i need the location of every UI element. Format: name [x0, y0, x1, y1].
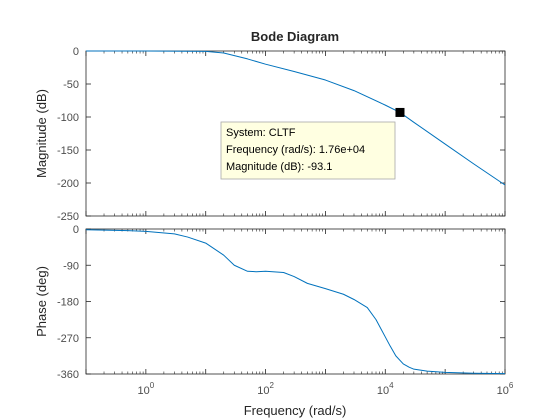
datatip-line: System: CLTF: [226, 127, 296, 139]
datatip-line: Frequency (rad/s): 1.76e+04: [226, 144, 365, 156]
x-tick-exponent: 6: [509, 381, 514, 390]
x-tick-base: 10: [257, 385, 269, 397]
datatip-line: Magnitude (dB): -93.1: [226, 161, 332, 173]
x-tick-label: 104: [377, 381, 394, 397]
phase-series-line[interactable]: [85, 229, 506, 375]
phase-y-tick-label: -360: [57, 369, 79, 381]
x-tick-label: 102: [257, 381, 274, 397]
magnitude-y-tick-label: -200: [57, 178, 79, 190]
phase-y-tick-label: -180: [57, 297, 79, 309]
magnitude-series-line[interactable]: [86, 50, 506, 186]
magnitude-y-tick-label: -250: [57, 211, 79, 223]
frequency-x-axis: 100 102 104 106: [138, 381, 514, 397]
magnitude-y-tick-label: 0: [73, 46, 79, 58]
phase-y-tick-label: -90: [63, 260, 79, 272]
x-tick-label: 100: [138, 381, 155, 397]
datatip[interactable]: System: CLTF Frequency (rad/s): 1.76e+04 M…: [220, 107, 405, 180]
phase-y-tick-label: -270: [57, 333, 79, 345]
x-tick-base: 10: [138, 385, 150, 397]
magnitude-y-axis-label: Magnitude (dB): [34, 89, 49, 178]
magnitude-y-tick-label: -100: [57, 112, 79, 124]
magnitude-y-tick-label: -150: [57, 145, 79, 157]
phase-y-tick-label: 0: [73, 224, 79, 236]
phase-y-axis-label: Phase (deg): [34, 266, 49, 337]
x-tick-base: 10: [377, 385, 389, 397]
magnitude-y-tick-label: -50: [63, 79, 79, 91]
chart-title: Bode Diagram: [251, 29, 339, 44]
x-tick-exponent: 2: [269, 381, 274, 390]
phase-plot-box: [85, 228, 506, 375]
x-axis-label: Frequency (rad/s): [244, 403, 347, 418]
x-tick-exponent: 4: [389, 381, 394, 390]
phase-axes[interactable]: 0 -90 -180 -270 -360 Phase (deg): [34, 224, 506, 381]
x-tick-exponent: 0: [150, 381, 155, 390]
x-tick-label: 106: [497, 381, 514, 397]
datatip-marker[interactable]: [395, 107, 405, 117]
x-tick-base: 10: [497, 385, 509, 397]
datatip-box: [220, 121, 396, 180]
